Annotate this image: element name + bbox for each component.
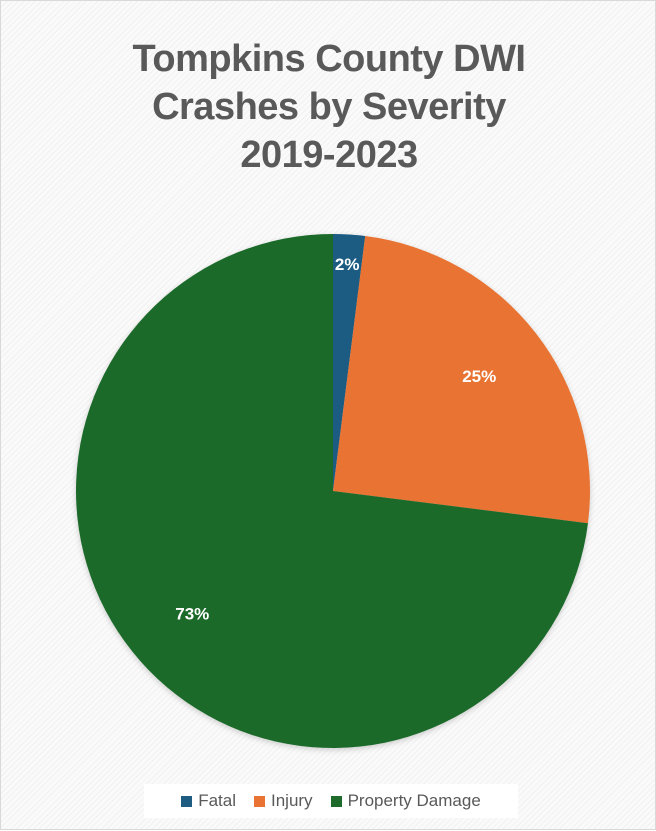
chart-title-line-1: Tompkins County DWI [132, 38, 527, 80]
data-label-property-damage: 73% [175, 605, 209, 624]
pie-slice-property-damage [75, 234, 588, 749]
pie-slice-fatal [333, 234, 366, 491]
legend-label-fatal: Fatal [198, 791, 236, 810]
legend-label-injury: Injury [270, 791, 313, 810]
chart-title-line-2: Crashes by Severity [152, 86, 506, 128]
legend-label-property-damage: Property Damage [347, 791, 481, 810]
chart-title-line-3: 2019-2023 [240, 134, 418, 176]
legend-swatch-property-damage [330, 795, 342, 807]
legend-item-injury: Injury [253, 791, 313, 811]
chart-legend: Fatal Injury Property Damage [144, 784, 518, 818]
data-label-injury: 25% [462, 367, 496, 386]
legend-item-property-damage: Property Damage [330, 791, 481, 811]
chart-title: Tompkins County DWI Crashes by Severity … [1, 35, 656, 179]
legend-item-fatal: Fatal [181, 791, 236, 811]
pie-slice-injury [333, 236, 590, 524]
legend-swatch-injury [253, 795, 265, 807]
data-label-fatal: 2% [335, 255, 360, 274]
legend-swatch-fatal [181, 795, 193, 807]
